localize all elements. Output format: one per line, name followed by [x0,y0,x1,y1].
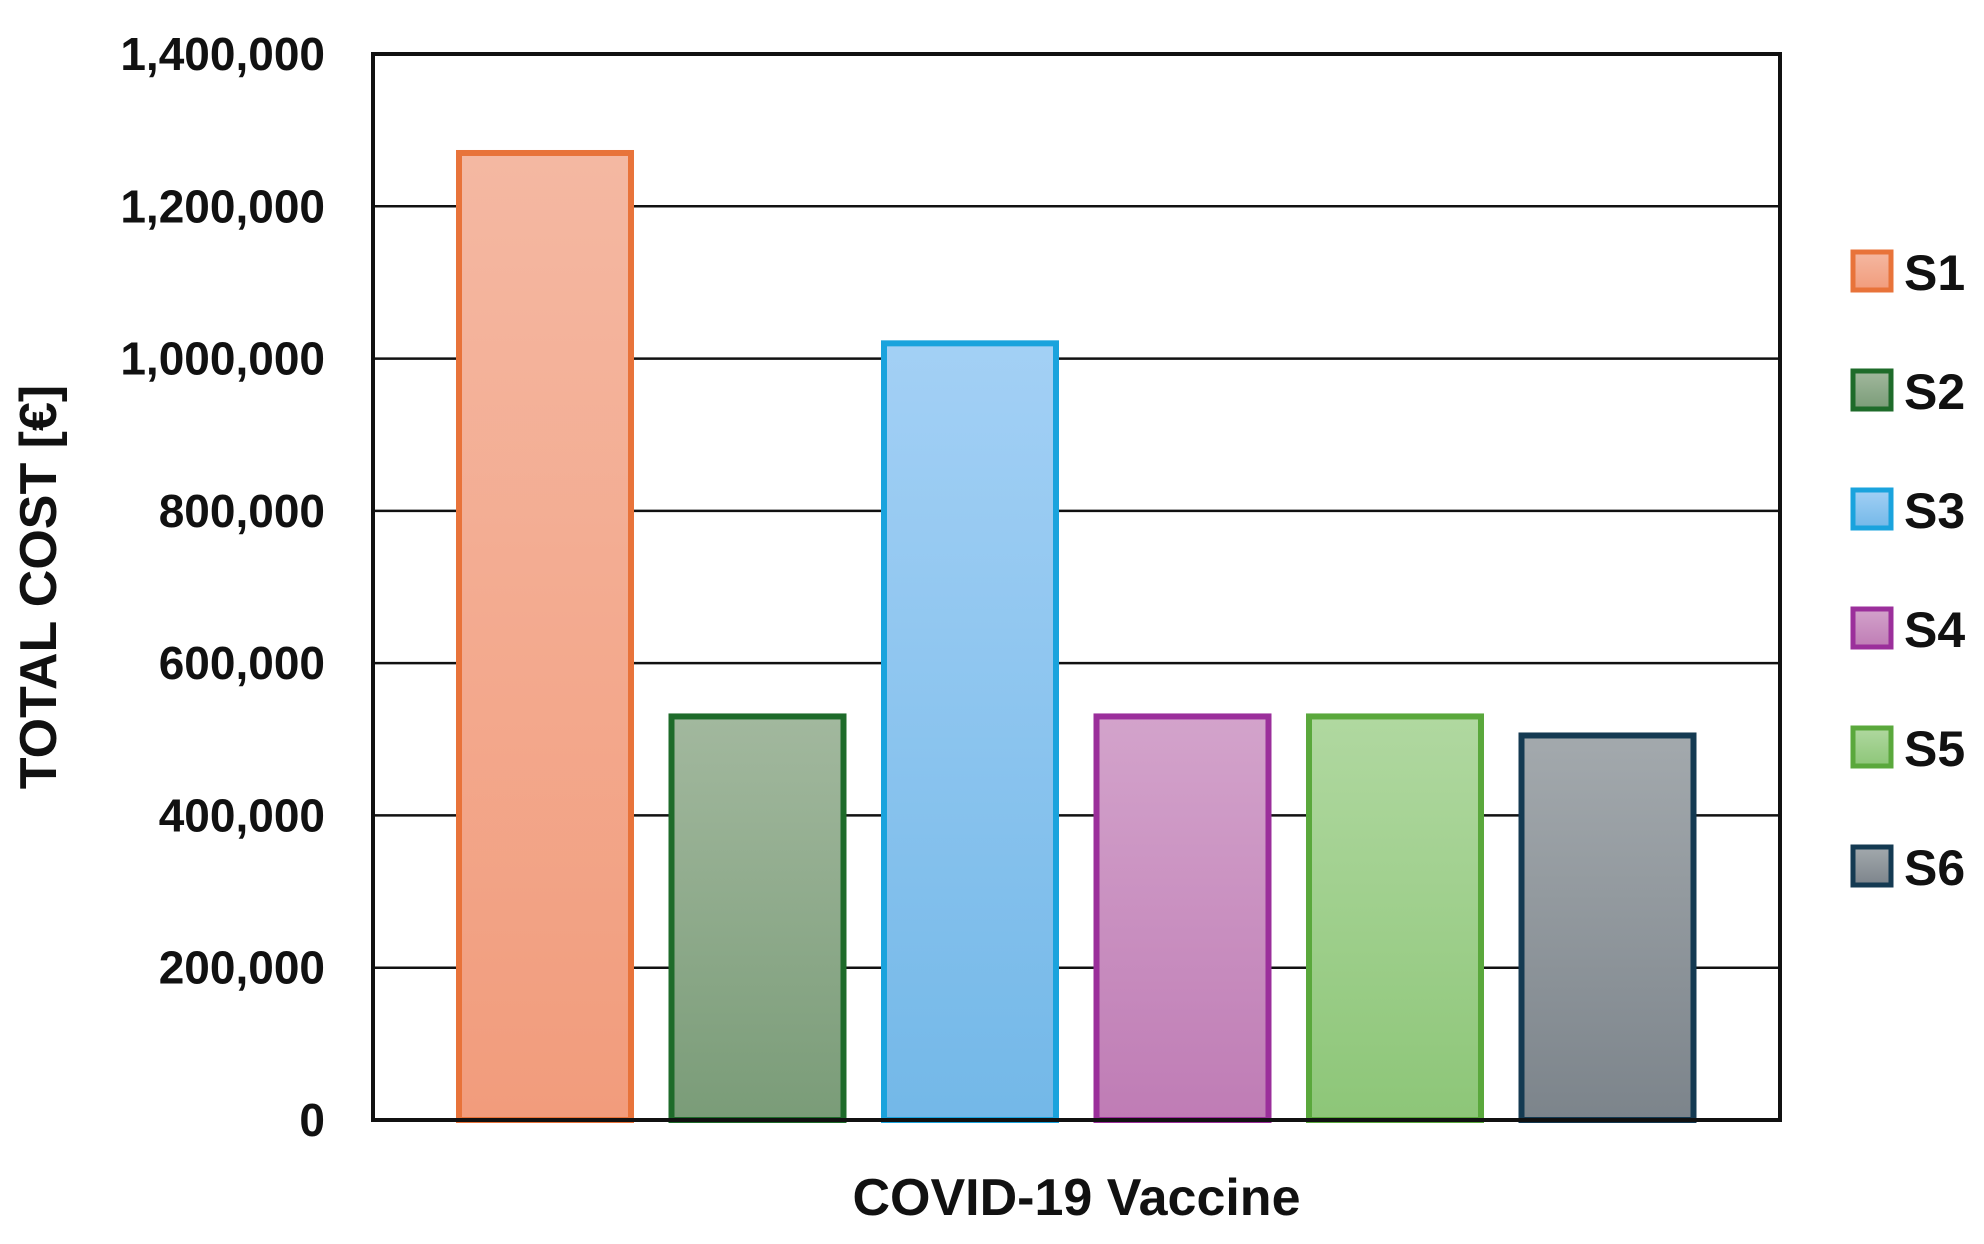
y-tick-label: 600,000 [159,637,325,689]
legend-swatch-s6 [1850,844,1894,888]
y-axis-title: TOTAL COST [€] [10,385,68,789]
legend-label-s3: S3 [1904,483,1965,539]
plot-frame [371,52,1782,1122]
y-tick-label: 400,000 [159,789,325,841]
bar-s6 [1518,732,1697,1123]
y-tick-label: 0 [299,1094,325,1146]
legend-swatch-s3 [1850,487,1894,531]
legend-label-s1: S1 [1904,245,1965,301]
legend-swatch-s1 [1850,249,1894,293]
bar-s3 [881,340,1059,1124]
y-tick-label: 1,200,000 [120,180,325,232]
legend-label-s2: S2 [1904,364,1965,420]
y-tick-label: 1,000,000 [120,333,325,385]
legend-swatch-s4 [1850,606,1894,650]
bars [456,149,1697,1124]
bar-s5 [1306,713,1484,1123]
legend-swatch-s2 [1850,368,1894,412]
bar-s2 [668,713,847,1123]
legend-label-s5: S5 [1904,721,1965,777]
x-axis-title: COVID-19 Vaccine [853,1169,1301,1227]
legend-label-s6: S6 [1904,840,1965,896]
y-tick-label: 200,000 [159,942,325,994]
y-axis-tick-labels: 0 200,000 400,000 600,000 800,000 1,000,000 1,… [120,28,325,1146]
legend: S1 S2 S3 S4 S5 S6 [1850,245,1965,896]
bar-s1 [456,149,634,1123]
bar-s4 [1093,713,1272,1123]
y-tick-label: 800,000 [159,485,325,537]
legend-label-s4: S4 [1904,602,1965,658]
legend-swatch-s5 [1850,725,1894,769]
y-tick-label: 1,400,000 [120,28,325,80]
